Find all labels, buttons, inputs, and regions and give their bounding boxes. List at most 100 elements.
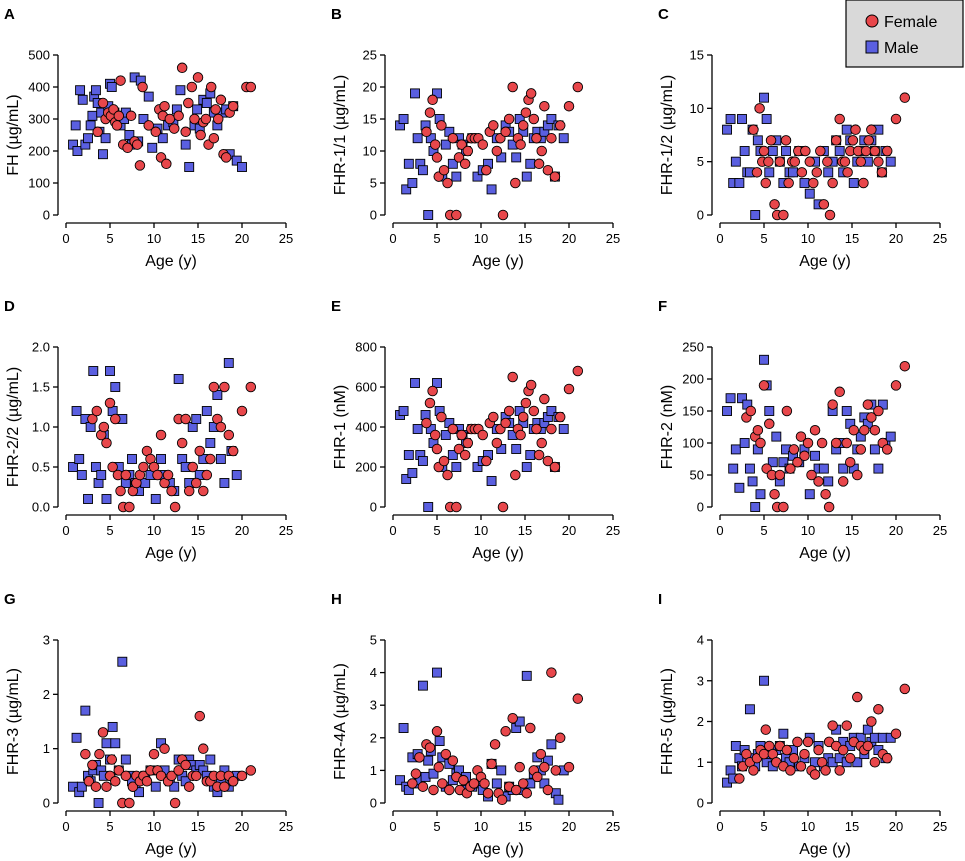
male-point-b (423, 210, 434, 220)
female-point-i (827, 720, 838, 731)
female-point-d (162, 469, 174, 481)
male-point-a (98, 149, 108, 160)
male-point-c (834, 146, 845, 156)
female-point-f (820, 488, 831, 500)
male-point-h (496, 765, 507, 776)
x-axis-label-h: Age (y) (472, 841, 524, 858)
female-point-f (862, 399, 874, 410)
male-point-b (486, 184, 497, 195)
female-point-b (503, 113, 515, 125)
female-point-b (427, 94, 438, 106)
female-point-g (127, 781, 139, 792)
x-tick-label-c: 15 (845, 231, 859, 246)
male-point-i (744, 704, 755, 715)
female-point-i (834, 765, 845, 776)
female-point-a (195, 129, 206, 141)
male-point-h (423, 755, 434, 766)
male-point-b (398, 114, 409, 124)
female-point-h (521, 787, 533, 799)
x-tick-label-g: 0 (62, 819, 69, 834)
female-point-f (795, 431, 807, 442)
female-point-f (841, 437, 852, 449)
female-point-a (159, 100, 170, 112)
female-point-b (542, 164, 554, 176)
female-point-b (539, 100, 550, 112)
male-point-e (417, 456, 428, 466)
male-point-f (838, 463, 849, 474)
female-point-c (804, 156, 816, 167)
male-point-i (730, 741, 741, 751)
x-tick-label-h: 15 (518, 819, 532, 834)
male-point-b (521, 171, 532, 182)
female-point-e (520, 397, 532, 409)
male-point-a (201, 98, 212, 108)
male-point-c (767, 146, 778, 156)
female-point-i (781, 744, 793, 756)
female-point-i (873, 704, 884, 715)
female-point-b (424, 107, 436, 118)
male-point-c (725, 114, 736, 124)
y-tick-label-g: 1 (43, 741, 50, 756)
female-point-d (104, 397, 116, 409)
male-point-i (759, 675, 769, 686)
female-point-a (205, 81, 217, 93)
female-point-f (899, 360, 911, 372)
female-point-h (496, 794, 508, 805)
female-point-e (549, 461, 561, 473)
female-point-i (802, 736, 814, 748)
y-tick-label-e: 400 (355, 420, 377, 435)
x-tick-label-c: 10 (801, 231, 815, 246)
male-point-e (398, 406, 409, 416)
female-point-i (837, 744, 849, 756)
y-tick-label-a: 200 (28, 144, 50, 159)
male-point-c (788, 167, 798, 178)
female-point-a (208, 132, 220, 144)
female-point-g (87, 759, 98, 771)
y-tick-label-i: 3 (697, 673, 704, 688)
panel-letter-h: H (331, 591, 342, 608)
panel-a: A 0 100 200 300 400 500 0 5 10 15 20 25 Age (y) FH (µg… (4, 6, 293, 270)
female-point-f (855, 444, 867, 455)
female-point-h (500, 726, 511, 737)
male-point-a (106, 82, 117, 92)
female-point-h (428, 784, 439, 796)
female-point-g (110, 776, 121, 787)
female-point-g (124, 797, 135, 809)
female-point-g (245, 765, 257, 776)
x-tick-label-h: 0 (389, 819, 396, 834)
y-tick-label-d: 0.5 (32, 460, 50, 475)
female-point-h (447, 755, 459, 766)
female-point-g (83, 776, 95, 787)
male-point-d (105, 366, 115, 376)
x-tick-label-b: 20 (562, 231, 576, 246)
y-tick-label-d: 2.0 (32, 340, 50, 355)
female-point-c (873, 156, 884, 167)
female-point-a (122, 142, 133, 154)
male-point-d (127, 454, 137, 464)
y-tick-label-f: 150 (682, 404, 704, 419)
x-tick-label-f: 0 (716, 523, 723, 538)
y-axis-label-g: FHR-3 (µg/mL) (5, 668, 22, 775)
panel-letter-a: A (4, 6, 15, 23)
female-point-e (510, 469, 521, 481)
male-point-d (90, 462, 101, 472)
male-point-f (737, 393, 747, 404)
male-point-f (744, 463, 755, 474)
female-point-a (189, 113, 200, 125)
female-point-e (438, 455, 450, 467)
female-point-i (899, 683, 911, 695)
male-point-f (755, 489, 766, 500)
legend-female-marker (865, 14, 879, 28)
male-point-a (147, 142, 158, 153)
female-point-f (764, 418, 775, 430)
female-point-e (517, 411, 529, 423)
female-point-e (477, 429, 489, 441)
male-point-a (192, 104, 203, 115)
female-point-h (489, 739, 501, 750)
male-point-c (799, 178, 810, 188)
male-point-h (434, 736, 445, 747)
y-axis-label-f: FHR-2 (nM) (659, 385, 676, 469)
female-point-a (176, 62, 188, 74)
female-point-i (881, 752, 893, 764)
male-point-a (87, 110, 98, 121)
